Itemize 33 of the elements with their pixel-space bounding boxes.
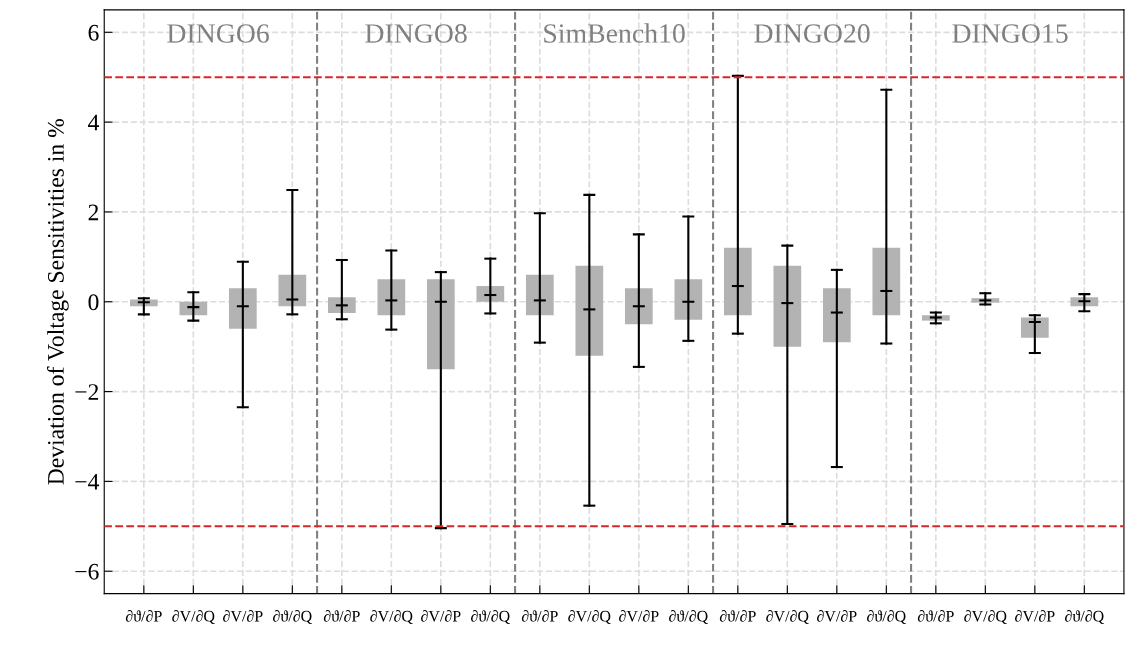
x-tick-label: ∂V/∂Q (964, 609, 1007, 625)
x-tick-label: ∂ϑ/∂P (719, 609, 756, 622)
x-tick-label: ∂ϑ/∂P (521, 609, 558, 622)
y-tick-label: −4 (75, 474, 100, 490)
y-tick-label: 2 (88, 204, 99, 221)
x-tick-label: ∂V/∂Q (370, 609, 413, 625)
y-tick-label: 4 (88, 114, 100, 131)
x-tick-label: ∂V/∂Q (172, 609, 215, 625)
x-tick-label: ∂ϑ/∂P (323, 609, 360, 622)
x-tick-label: ∂ϑ/∂Q (669, 609, 708, 625)
x-tick-label: ∂V/∂P (1015, 609, 1055, 622)
y-tick-label: 6 (88, 24, 99, 41)
x-tick-label: ∂ϑ/∂P (125, 609, 162, 622)
annotation: SimBench10 (544, 23, 685, 43)
x-tick-label: ∂ϑ/∂Q (1065, 609, 1104, 625)
x-tick-label: ∂V/∂P (817, 609, 857, 622)
x-tick-label: ∂ϑ/∂Q (471, 609, 510, 625)
x-tick-label: ∂V/∂Q (568, 609, 611, 625)
annotation: DINGO20 (754, 24, 870, 43)
annotation: DINGO6 (167, 24, 269, 43)
x-tick-label: ∂V/∂P (223, 609, 263, 622)
x-tick-label: ∂V/∂Q (766, 609, 809, 625)
x-tick-label: ∂ϑ/∂Q (273, 609, 312, 625)
y-tick-label: 0 (88, 294, 99, 311)
y-tick-label: −6 (75, 563, 99, 580)
annotation: DINGO8 (365, 24, 467, 43)
x-tick-label: ∂ϑ/∂Q (867, 609, 906, 625)
x-tick-label: ∂ϑ/∂P (917, 609, 954, 622)
x-tick-label: ∂V/∂P (421, 609, 461, 622)
y-axis-title: Deviation of Voltage Sensitivities in % (46, 119, 69, 485)
x-tick-label: ∂V/∂P (619, 609, 659, 622)
y-tick-label: −2 (75, 384, 99, 400)
annotation: DINGO15 (952, 24, 1068, 43)
